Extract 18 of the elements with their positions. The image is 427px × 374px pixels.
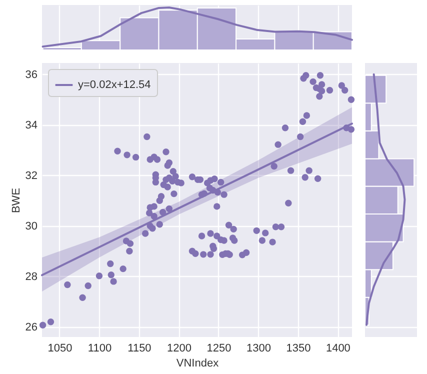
y-tick-label: 28	[25, 270, 38, 283]
y-tick-label: 32	[25, 170, 38, 182]
x-tick-label: 1200	[166, 342, 192, 354]
x-tick-label: 1100	[88, 342, 112, 354]
x-tick-label: 1300	[246, 342, 271, 354]
line-series	[41, 122, 353, 276]
x-axis-title: VNIndex	[176, 358, 220, 370]
x-tick-label: 1150	[128, 342, 152, 354]
y-tick-label: 26	[25, 321, 38, 334]
y-tick-label: 30	[25, 220, 38, 232]
x-tick-label: 1050	[48, 342, 72, 354]
x-tick-label: 1400	[326, 342, 350, 354]
y-tick-label: 36	[25, 68, 38, 81]
y-axis-title: BWE	[10, 188, 22, 214]
y-tick-label: 34	[25, 119, 38, 132]
x-tick-label: 1350	[286, 342, 311, 354]
legend-label: y=0.02x+12.54	[78, 79, 151, 91]
x-tick-label: 1250	[206, 342, 232, 354]
